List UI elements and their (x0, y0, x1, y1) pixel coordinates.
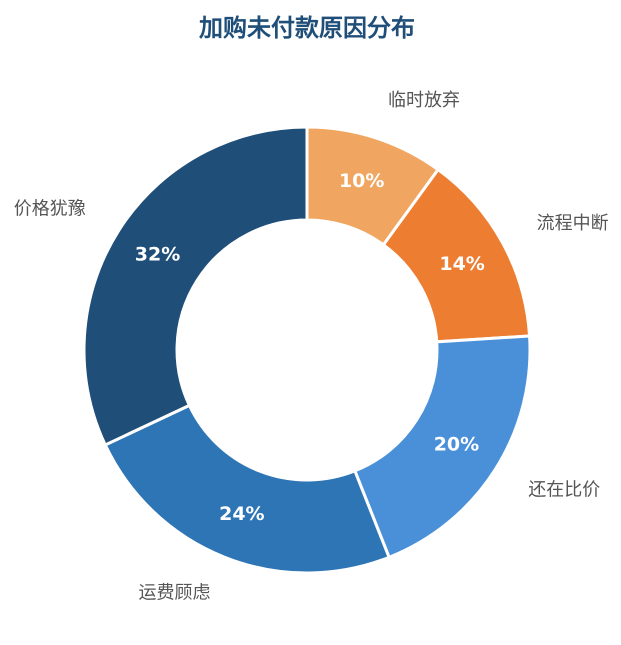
category-label: 流程中断 (537, 213, 609, 234)
category-label: 运费顾虑 (139, 583, 211, 604)
category-label: 价格犹豫 (14, 199, 86, 220)
value-label: 24% (219, 503, 264, 525)
donut-slice (82, 125, 309, 447)
value-label: 14% (439, 253, 484, 275)
value-label: 32% (135, 244, 180, 266)
category-label: 临时放弃 (388, 90, 460, 111)
category-label: 还在比价 (528, 479, 600, 500)
value-label: 20% (434, 433, 479, 455)
donut-slice (103, 403, 392, 575)
chart-title: 加购未付款原因分布 (199, 14, 415, 42)
value-label: 10% (339, 170, 384, 192)
donut-slice (352, 334, 532, 560)
